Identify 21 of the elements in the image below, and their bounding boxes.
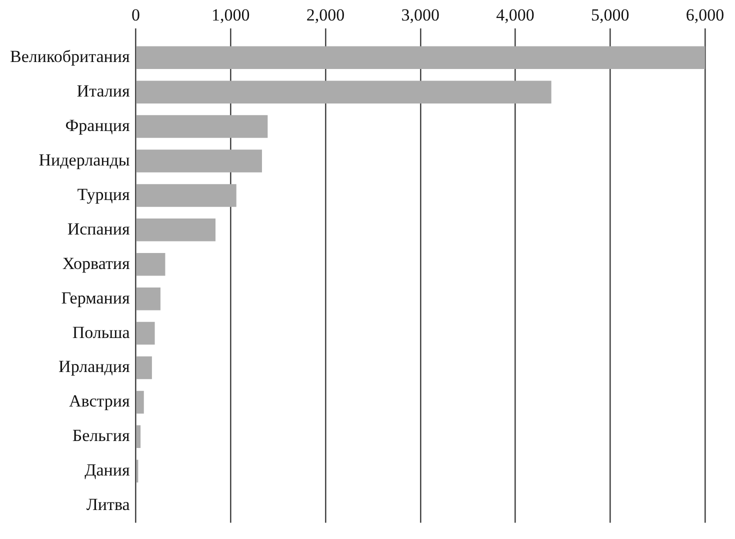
y-tick-label: Хорватия (62, 254, 130, 273)
y-tick-label: Дания (84, 460, 130, 480)
x-tick-label: 2,000 (306, 6, 345, 25)
x-tick-label: 0 (132, 6, 140, 25)
x-tick-label: 5,000 (591, 6, 630, 25)
y-tick-label: Испания (67, 219, 130, 238)
y-tick-label: Великобритания (10, 47, 130, 66)
y-tick-label: Нидерланды (38, 150, 130, 170)
x-tick-label: 1,000 (212, 6, 250, 25)
y-tick-label: Турция (77, 184, 130, 204)
y-tick-label: Бельгия (72, 426, 130, 446)
x-tick-label: 4,000 (496, 6, 534, 25)
y-tick-label: Италия (76, 82, 130, 101)
y-tick-label: Польша (72, 322, 130, 342)
y-tick-label: Литва (86, 495, 130, 514)
y-tick-label: Ирландия (58, 357, 130, 376)
y-tick-label: Австрия (68, 392, 130, 411)
x-tick-label: 3,000 (401, 6, 440, 25)
y-tick-label: Германия (61, 288, 130, 308)
y-tick-label: Франция (65, 116, 130, 136)
x-tick-label: 6,000 (686, 6, 724, 25)
